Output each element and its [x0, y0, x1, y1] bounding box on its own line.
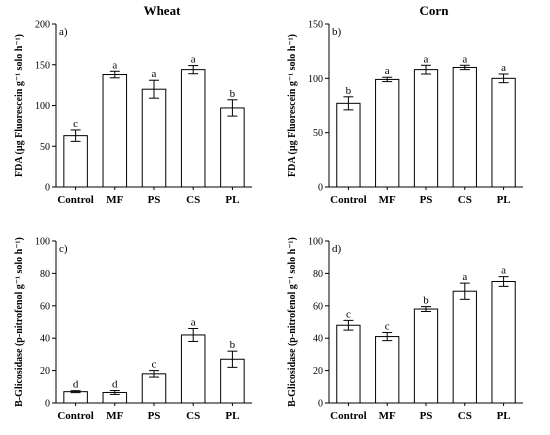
y-tick-label: 50 [313, 128, 323, 139]
y-tick-label: 0 [45, 183, 50, 194]
y-tick-label: 100 [308, 74, 323, 85]
y-tick-label: 200 [35, 20, 50, 31]
y-tick-label: 40 [313, 334, 323, 345]
y-axis-label: B-Glicosidase (p-nitrofenol g⁻¹ solo h⁻¹… [14, 237, 25, 407]
significance-letter: d [73, 379, 79, 391]
bar [375, 336, 400, 404]
bar [180, 334, 206, 404]
y-tick-label: 40 [40, 334, 50, 345]
significance-letter: a [191, 316, 196, 328]
bar [413, 308, 439, 404]
y-tick-label: 150 [35, 60, 50, 71]
panel-label: c) [59, 243, 68, 255]
panel-label: d) [332, 243, 342, 255]
significance-letter: b [423, 295, 429, 307]
y-tick-label: 0 [318, 399, 323, 410]
chart-title: Wheat [144, 3, 182, 18]
significance-letter: c [73, 118, 78, 130]
chart-panel-1: Wheat a) 0 50 100 150 200 FDA (µg Fluorescein g… [14, 3, 252, 206]
bar [336, 102, 361, 188]
x-tick-label: Control [57, 194, 93, 206]
bar [141, 88, 167, 188]
y-axis-label: FDA (µg Fluorescein g⁻¹ solo h⁻¹) [287, 34, 298, 177]
significance-letter: a [112, 59, 117, 71]
significance-letter: a [152, 68, 157, 80]
y-tick-label: 20 [40, 366, 50, 377]
x-tick-label: MF [379, 194, 396, 206]
significance-letter: a [462, 53, 467, 65]
significance-letter: b [230, 339, 236, 351]
bar [413, 69, 439, 188]
y-tick-label: 60 [313, 301, 323, 312]
y-tick-label: 80 [40, 269, 50, 280]
y-tick-label: 100 [35, 101, 50, 112]
significance-letter: b [230, 88, 236, 100]
significance-letter: c [385, 321, 390, 333]
y-tick-label: 50 [40, 142, 50, 153]
significance-letter: a [191, 54, 196, 66]
x-tick-label: PS [148, 194, 161, 206]
y-tick-label: 100 [35, 237, 50, 248]
x-tick-label: PS [148, 410, 161, 422]
significance-letter: b [346, 85, 352, 97]
x-tick-label: PL [225, 194, 239, 206]
chart-title: Corn [420, 3, 450, 18]
significance-letter: d [112, 379, 118, 391]
y-tick-label: 80 [313, 269, 323, 280]
x-tick-label: CS [458, 194, 472, 206]
significance-letter: a [424, 53, 429, 65]
x-tick-label: CS [458, 410, 472, 422]
bar [491, 281, 516, 404]
bar [141, 373, 167, 404]
significance-letter: c [152, 359, 157, 371]
y-axis-label: FDA (µg Fluorescein g⁻¹ solo h⁻¹) [14, 34, 25, 177]
y-axis-label: B-Glicosidase (p-nitrofenol g⁻¹ solo h⁻¹… [287, 237, 298, 407]
x-tick-label: CS [186, 194, 200, 206]
x-tick-label: Control [57, 410, 93, 422]
x-tick-label: PL [497, 194, 511, 206]
x-tick-label: PS [420, 410, 433, 422]
significance-letter: a [385, 65, 390, 77]
y-tick-label: 0 [318, 183, 323, 194]
y-tick-label: 0 [45, 399, 50, 410]
significance-letter: a [462, 271, 467, 283]
bar [452, 290, 477, 404]
y-tick-label: 100 [308, 237, 323, 248]
x-tick-label: Control [330, 194, 366, 206]
x-tick-label: MF [379, 410, 396, 422]
chart-panel-4: d) 0 20 40 60 80 100 B-Glicosidase (p-nitrofeno… [287, 237, 523, 422]
chart-panel-3: c) 0 20 40 60 80 100 B-Glicosidase (p-nitrofeno… [14, 237, 252, 422]
panel-label: b) [332, 26, 342, 38]
x-tick-label: Control [330, 410, 366, 422]
bar [491, 77, 516, 188]
y-tick-label: 60 [40, 301, 50, 312]
bar [336, 324, 361, 404]
bar [180, 69, 206, 188]
bar [375, 78, 400, 188]
chart-panel-2: Corn b) 0 50 100 150 FDA (µg Fluorescein g⁻¹ s… [287, 3, 523, 206]
x-tick-label: PL [497, 410, 511, 422]
x-tick-label: CS [186, 410, 200, 422]
y-tick-label: 20 [313, 366, 323, 377]
panel-label: a) [59, 26, 68, 38]
bar [220, 107, 245, 188]
y-tick-label: 150 [308, 20, 323, 31]
significance-letter: c [346, 308, 351, 320]
bar [63, 391, 88, 404]
x-tick-label: PL [225, 410, 239, 422]
significance-letter: a [501, 62, 506, 74]
bar [102, 74, 128, 188]
x-tick-label: MF [106, 410, 123, 422]
x-tick-label: MF [106, 194, 123, 206]
bar [63, 135, 88, 188]
bar [452, 66, 477, 188]
significance-letter: a [501, 265, 506, 277]
x-tick-label: PS [420, 194, 433, 206]
